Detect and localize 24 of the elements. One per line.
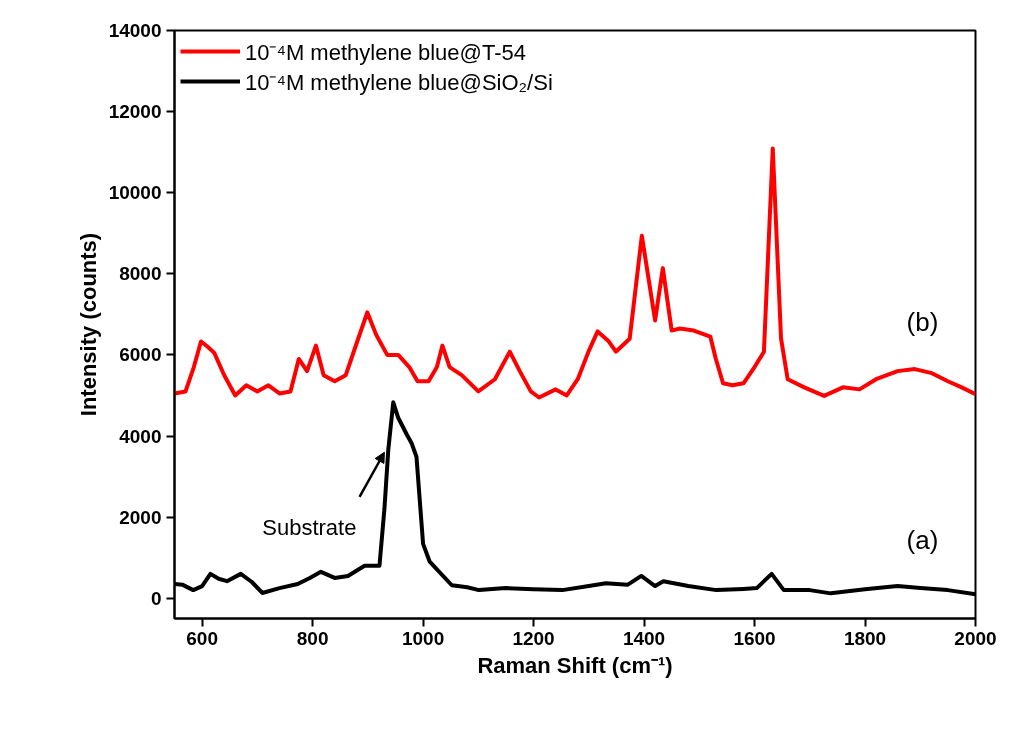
y-tick-label: 10000	[108, 182, 162, 204]
x-tick-label: 600	[186, 627, 218, 649]
y-tick-label: 4000	[119, 425, 162, 447]
y-axis-title: Intensity (counts)	[75, 232, 101, 417]
x-tick-label: 1800	[843, 627, 887, 649]
y-tick-label: 12000	[108, 101, 162, 123]
y-tick-label: 14000	[108, 20, 162, 41]
x-tick-label: 1400	[622, 627, 666, 649]
x-tick-label: 800	[296, 627, 329, 649]
y-tick-label: 2000	[119, 506, 162, 528]
annotation: Substrate	[262, 515, 357, 541]
legend-label: 10⁻⁴M methylene blue@SiO₂/Si	[245, 69, 553, 96]
y-tick-label: 8000	[119, 263, 162, 285]
x-axis-title: Raman Shift (cm⁻¹)	[477, 652, 673, 678]
x-tick-label: 2000	[954, 627, 997, 649]
line-series	[174, 146, 976, 400]
annotation: (b)	[906, 306, 939, 337]
x-tick-label: 1600	[733, 627, 776, 649]
y-tick-label: 6000	[119, 344, 162, 366]
x-tick-label: 1000	[401, 627, 445, 649]
legend-label: 10⁻⁴M methylene blue@T-54	[245, 39, 526, 66]
annotation: (a)	[906, 524, 939, 555]
x-tick-label: 1200	[512, 627, 555, 649]
y-tick-label: 0	[150, 587, 162, 609]
